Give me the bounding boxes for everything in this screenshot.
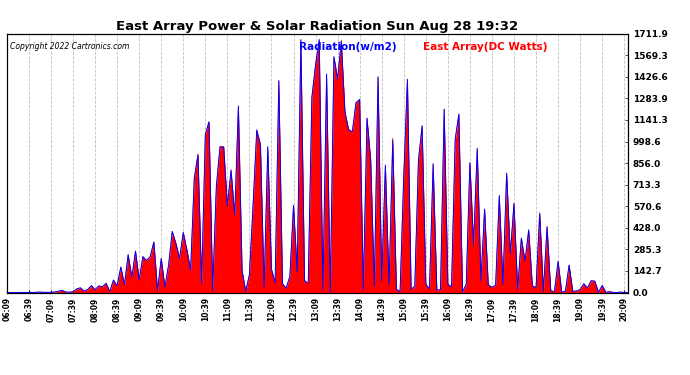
Text: Copyright 2022 Cartronics.com: Copyright 2022 Cartronics.com [10, 42, 130, 51]
Text: East Array(DC Watts): East Array(DC Watts) [423, 42, 547, 51]
Title: East Array Power & Solar Radiation Sun Aug 28 19:32: East Array Power & Solar Radiation Sun A… [117, 20, 518, 33]
Text: Radiation(w/m2): Radiation(w/m2) [299, 42, 396, 51]
